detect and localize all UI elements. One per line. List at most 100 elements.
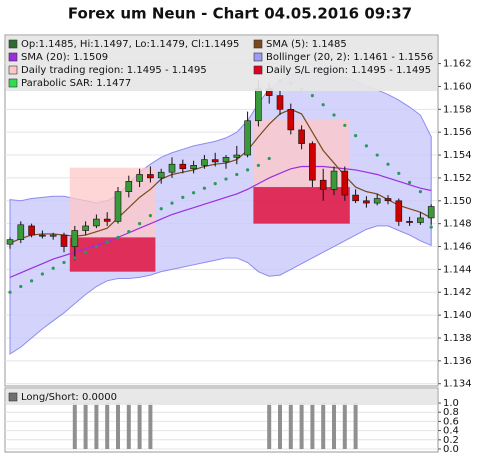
sl-region (253, 187, 350, 224)
sar-dot (51, 266, 55, 270)
sar-dot (181, 195, 185, 199)
sar-dot (246, 168, 250, 172)
candle-body (179, 163, 187, 170)
sar-dot (94, 244, 98, 249)
legend-label: Daily trading region: 1.1495 - 1.1495 (21, 65, 207, 76)
y-tick-label: 1.144 (443, 264, 472, 275)
y-tick-label: 0.8 (443, 407, 459, 418)
sar-dot (148, 214, 152, 218)
candle-body (93, 218, 100, 227)
sar-dot (62, 260, 66, 265)
candle-body (136, 174, 143, 182)
chart-title: Forex um Neun - Chart 04.05.2016 09:37 (68, 5, 412, 23)
candle-body (341, 170, 349, 196)
sar-dot (192, 191, 196, 195)
sar-dot (73, 256, 77, 260)
sar-dot (19, 284, 23, 289)
y-tick-label: 1.154 (443, 150, 472, 161)
y-tick-label: 1.142 (443, 287, 472, 298)
sl-region (69, 237, 156, 272)
candle-body (309, 143, 316, 181)
sar-dot (105, 240, 109, 244)
legend-swatch (253, 39, 263, 49)
candle-body (114, 191, 122, 222)
legend-label: Daily S/L region: 1.1495 - 1.1495 (266, 65, 431, 76)
sar-dot (84, 250, 88, 254)
y-tick-label: 0.6 (443, 416, 459, 427)
bar (353, 402, 358, 450)
bar (126, 402, 131, 450)
sar-dot (267, 156, 271, 161)
legend-label: Parabolic SAR: 1.1477 (21, 78, 131, 89)
candle-body (384, 198, 392, 202)
sar-dot (224, 177, 228, 181)
sar-dot (386, 162, 390, 166)
y-tick-label: 1.146 (443, 242, 472, 253)
bar (288, 402, 293, 450)
sar-dot (40, 272, 45, 276)
sar-dot (343, 123, 347, 127)
sar-dot (127, 230, 131, 234)
legend-swatch (8, 78, 18, 88)
bar (267, 402, 272, 450)
y-tick-label: 1.160 (443, 81, 472, 92)
bar (116, 402, 120, 450)
y-tick-label: 1.152 (443, 173, 472, 184)
candle-body (287, 109, 295, 131)
y-tick-label: 1.136 (443, 356, 472, 367)
candle-body (49, 234, 57, 237)
sar-dot (256, 163, 260, 167)
sar-dot (30, 279, 34, 283)
candle-body (352, 194, 359, 202)
bar (137, 402, 142, 450)
sar-dot (429, 225, 433, 229)
candle-body (330, 170, 338, 190)
bar (299, 402, 304, 450)
candle-body (28, 225, 35, 236)
bar (310, 402, 315, 450)
candle-body (82, 225, 89, 231)
sar-dot (310, 93, 314, 98)
candle-body (222, 157, 230, 163)
y-tick-label: 1.158 (443, 104, 472, 115)
bar (105, 402, 110, 450)
legend-label: Bollinger (20, 2): 1.1461 - 1.1556 (266, 52, 433, 63)
y-tick-label: 1.138 (443, 333, 472, 344)
legend-swatch (8, 65, 18, 75)
bar (321, 402, 326, 450)
legend-label: Long/Short: 0.0000 (21, 392, 117, 403)
y-tick-label: 0.4 (443, 426, 459, 437)
indicator-line (9, 165, 432, 278)
candle-body (168, 163, 176, 173)
legend-label: SMA (5): 1.1485 (266, 39, 347, 50)
legend-label: Op:1.1485, Hi:1.1497, Lo:1.1479, Cl:1.14… (21, 39, 239, 50)
legend-box (6, 389, 437, 405)
y-tick-label: 1.0 (443, 398, 459, 409)
candle-body (395, 200, 403, 222)
sar-dot (332, 113, 336, 117)
sar-dot (418, 190, 422, 194)
sar-dot (364, 144, 368, 148)
sar-dot (170, 201, 174, 205)
candle-body (157, 171, 165, 179)
candle-body (147, 174, 154, 179)
candle-body (406, 221, 413, 223)
candle-body (373, 198, 381, 204)
sar-dot (202, 186, 206, 190)
y-tick-label: 0.0 (443, 444, 459, 455)
candle-body (255, 88, 262, 122)
indicator-line (9, 108, 432, 244)
sar-dot (213, 182, 217, 186)
candle-body (39, 234, 46, 237)
legend-swatch (8, 392, 18, 402)
legend-swatch (253, 65, 263, 75)
legend-swatch (253, 52, 263, 62)
candle-body (233, 154, 241, 158)
candle-body (201, 159, 208, 166)
candle-body (427, 206, 435, 219)
sar-dot (397, 171, 401, 175)
candle-body (71, 230, 79, 247)
legend-swatch (8, 39, 18, 49)
candle-body (17, 224, 25, 240)
